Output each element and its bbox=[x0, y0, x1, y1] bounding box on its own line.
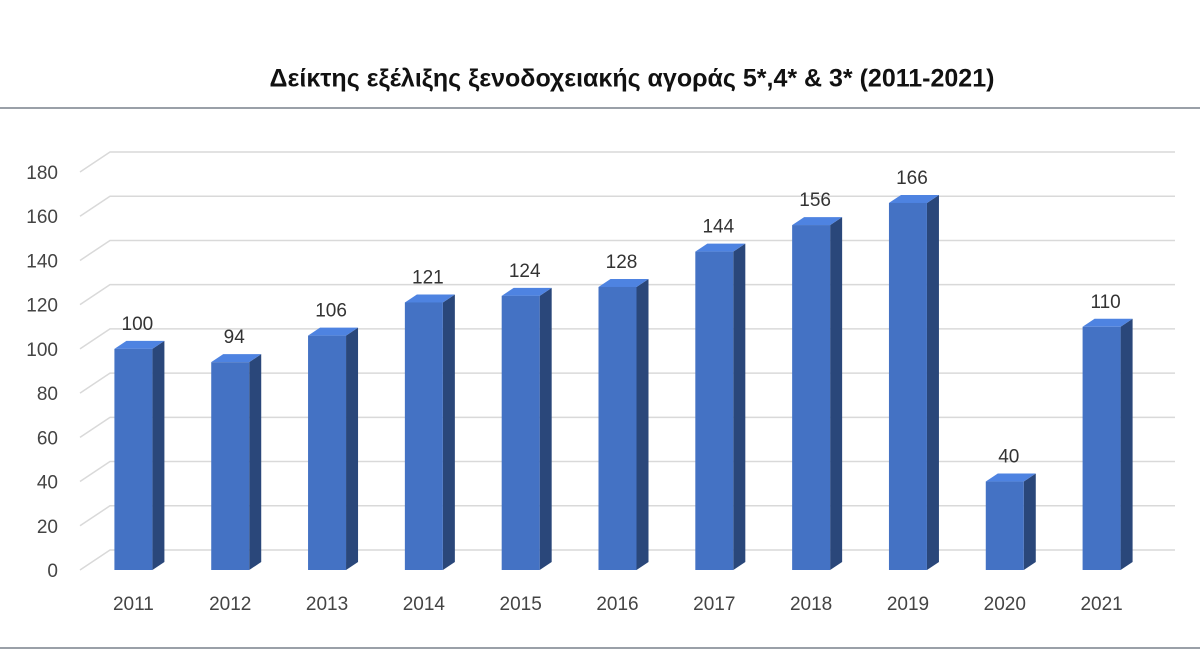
y-tick-label: 140 bbox=[26, 251, 58, 272]
x-tick-label: 2017 bbox=[693, 594, 735, 615]
bar-top bbox=[695, 243, 746, 252]
x-tick-label: 2012 bbox=[209, 594, 251, 615]
bar bbox=[1082, 318, 1133, 570]
y-tick-label: 20 bbox=[37, 517, 58, 538]
data-label: 100 bbox=[122, 314, 154, 335]
grid-line bbox=[79, 195, 1175, 217]
y-tick-label: 80 bbox=[37, 384, 58, 405]
x-tick-label: 2013 bbox=[306, 594, 348, 615]
bar bbox=[501, 287, 552, 570]
chart-title: Δείκτης εξέλιξης ξενοδοχειακής αγοράς 5*… bbox=[270, 65, 995, 93]
x-tick-label: 2019 bbox=[887, 594, 929, 615]
x-tick-label: 2020 bbox=[984, 594, 1026, 615]
bar-front bbox=[888, 202, 927, 570]
bar-side bbox=[152, 340, 165, 570]
bar bbox=[792, 217, 843, 571]
bar-top bbox=[114, 340, 165, 349]
y-tick-label: 0 bbox=[47, 561, 58, 582]
bar-front bbox=[792, 225, 831, 571]
bar-top bbox=[308, 327, 359, 336]
data-label: 106 bbox=[315, 301, 347, 322]
data-label: 166 bbox=[896, 168, 928, 189]
bar-front bbox=[985, 481, 1024, 570]
bar-top bbox=[985, 473, 1036, 482]
bar-front bbox=[211, 362, 250, 570]
grid-line bbox=[79, 151, 1175, 173]
bar-side bbox=[249, 354, 262, 570]
x-tick-label: 2011 bbox=[113, 594, 154, 615]
y-tick-label: 40 bbox=[37, 473, 58, 494]
bar-top bbox=[792, 217, 843, 226]
bar-side bbox=[442, 294, 455, 570]
y-tick-label: 120 bbox=[26, 296, 58, 317]
bar-top bbox=[404, 294, 455, 303]
data-label: 40 bbox=[998, 447, 1019, 468]
bar-top bbox=[888, 194, 939, 203]
bar-side bbox=[539, 287, 552, 570]
bar bbox=[985, 473, 1036, 570]
x-tick-label: 2015 bbox=[500, 594, 542, 615]
bar-top bbox=[501, 287, 552, 296]
data-label: 121 bbox=[412, 267, 444, 288]
bar-front bbox=[308, 335, 347, 570]
data-label: 124 bbox=[509, 261, 541, 282]
bar-side bbox=[926, 194, 939, 570]
data-label: 110 bbox=[1090, 292, 1120, 313]
y-tick-label: 100 bbox=[26, 340, 58, 361]
bar-side bbox=[1120, 318, 1133, 570]
bar bbox=[404, 294, 455, 570]
bar-front bbox=[114, 348, 153, 570]
bar-top bbox=[598, 278, 649, 287]
bar-front bbox=[501, 295, 540, 570]
data-label: 156 bbox=[799, 190, 831, 211]
y-tick-label: 180 bbox=[26, 163, 58, 184]
data-label: 144 bbox=[702, 217, 734, 238]
bar-front bbox=[598, 286, 637, 570]
bar-front bbox=[404, 302, 443, 570]
x-tick-label: 2018 bbox=[790, 594, 832, 615]
x-tick-label: 2014 bbox=[403, 594, 446, 615]
bar-side bbox=[346, 327, 359, 570]
bar-front bbox=[695, 251, 734, 570]
bar-front bbox=[1082, 326, 1121, 570]
bar bbox=[888, 194, 939, 570]
bar-side bbox=[1023, 473, 1036, 570]
bar-top bbox=[1082, 318, 1133, 327]
bar-top bbox=[211, 354, 262, 363]
bar-side bbox=[636, 278, 649, 570]
bar bbox=[211, 354, 262, 570]
data-label: 128 bbox=[606, 252, 638, 273]
data-label: 94 bbox=[224, 327, 246, 348]
x-tick-label: 2016 bbox=[596, 594, 638, 615]
bar bbox=[695, 243, 746, 570]
bar-side bbox=[733, 243, 746, 570]
bar bbox=[308, 327, 359, 570]
bar-side bbox=[830, 217, 843, 571]
bar bbox=[598, 278, 649, 570]
bar bbox=[114, 340, 165, 570]
y-tick-label: 60 bbox=[37, 428, 58, 449]
x-tick-label: 2021 bbox=[1080, 594, 1122, 615]
y-tick-label: 160 bbox=[26, 207, 58, 228]
